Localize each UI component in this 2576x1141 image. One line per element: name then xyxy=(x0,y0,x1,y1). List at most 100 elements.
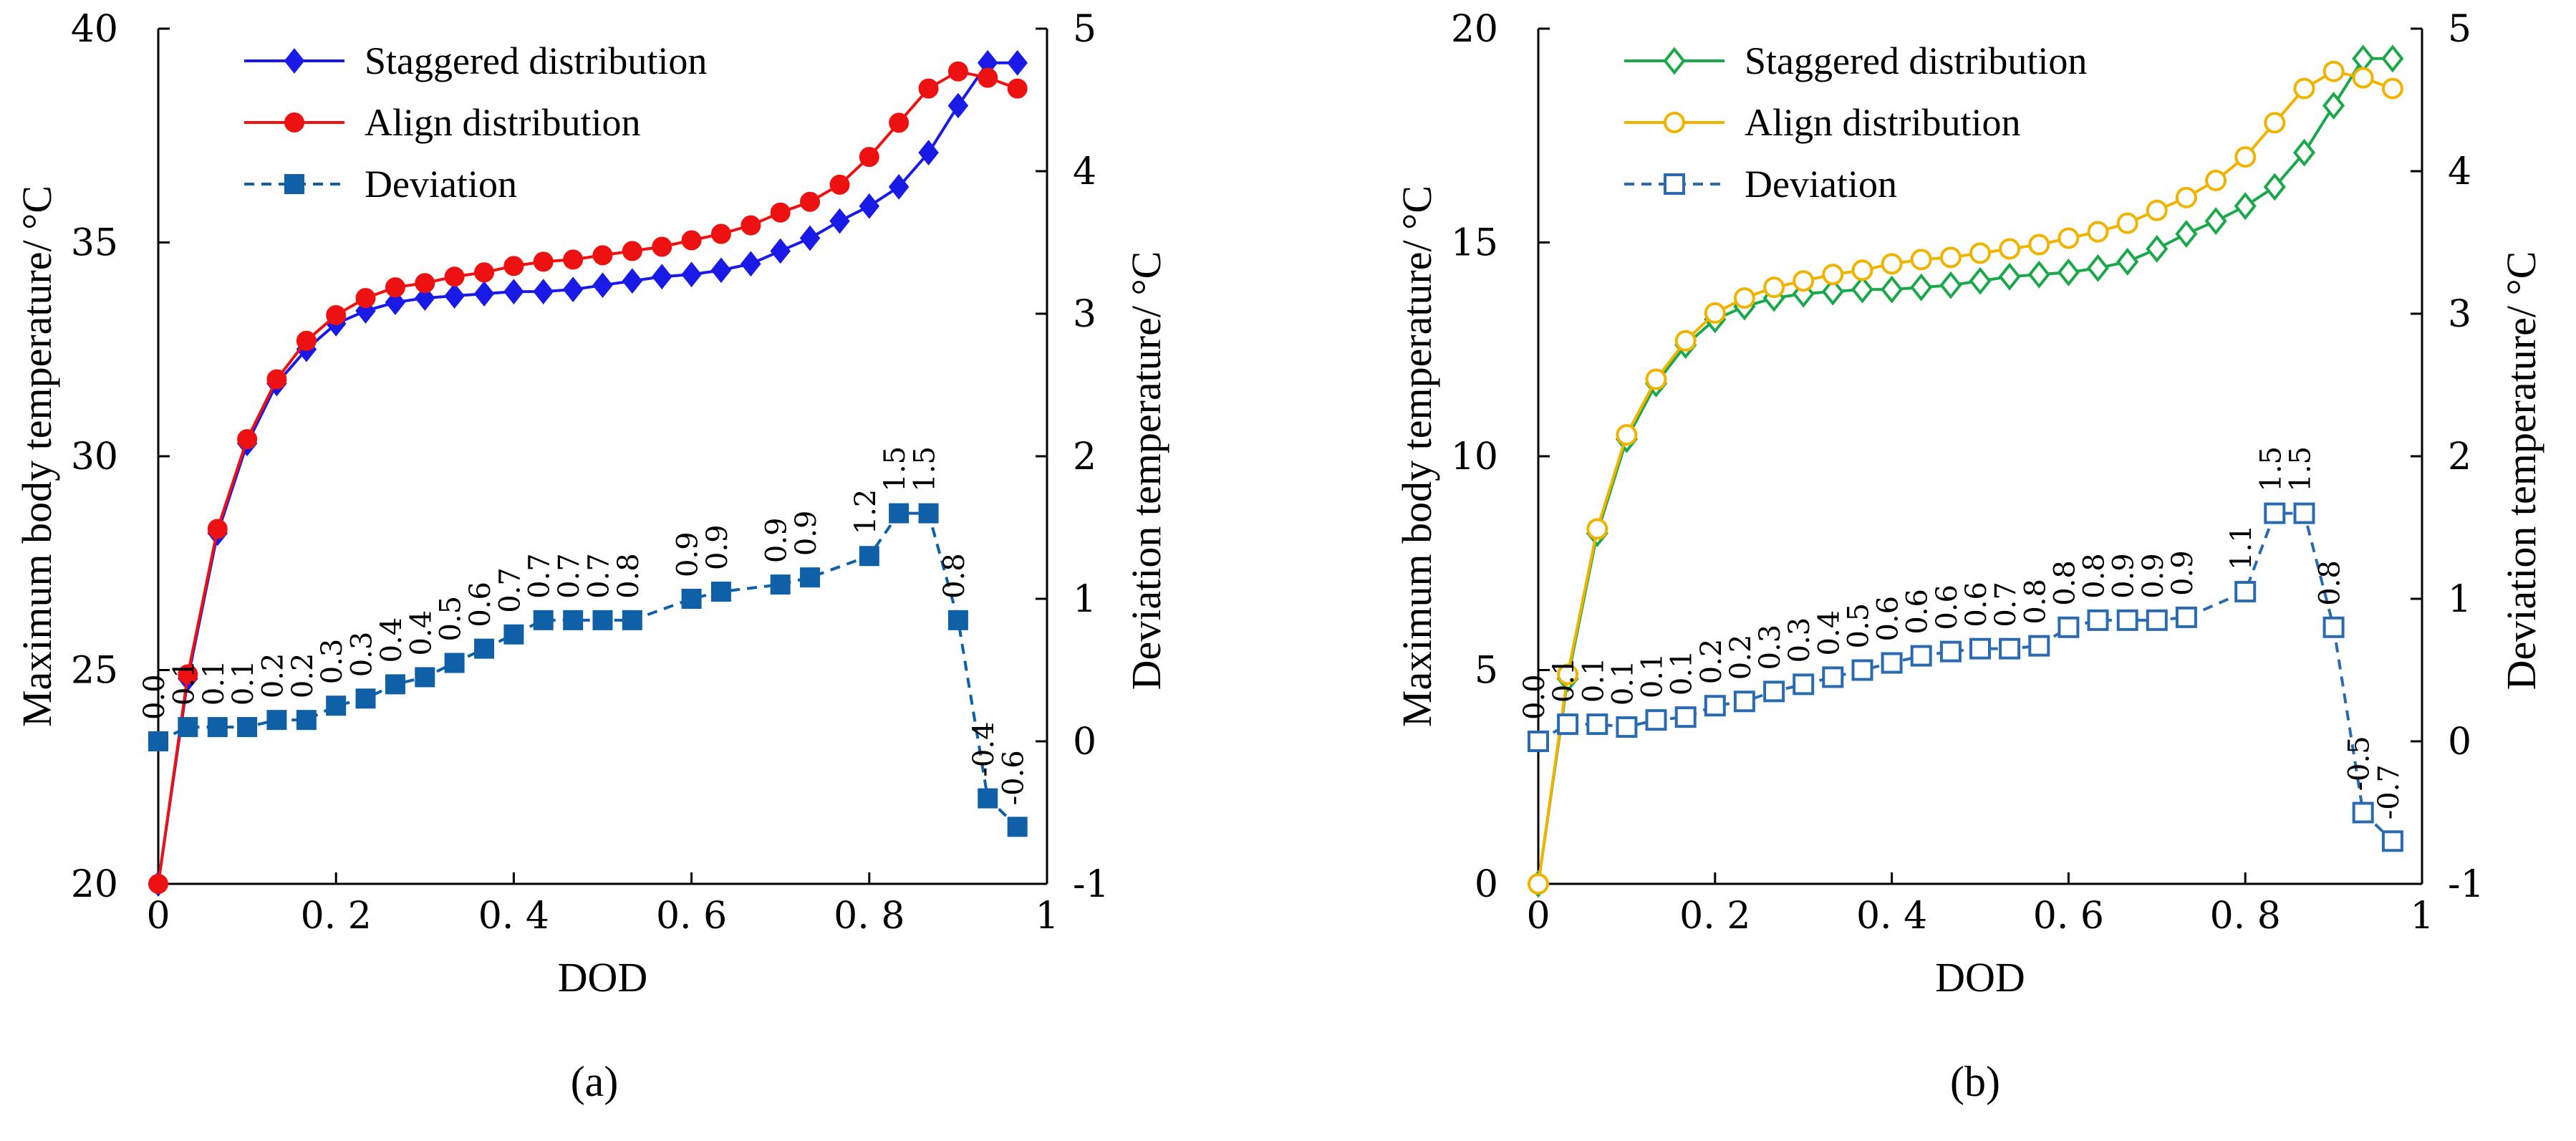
data-point xyxy=(1969,242,1991,264)
y-axis-right-title: Deviation temperature/ °C xyxy=(1123,251,1169,690)
y-right-tick-label: 1 xyxy=(1073,578,1096,621)
data-label: 0.3 xyxy=(1754,625,1787,670)
data-point xyxy=(1674,329,1697,352)
data-point xyxy=(2027,260,2050,289)
data-point xyxy=(2234,146,2257,168)
data-point xyxy=(148,874,168,894)
legend: Staggered distribution Align distribution… xyxy=(1624,39,2087,206)
x-tick-label: 0. 6 xyxy=(2033,895,2104,938)
data-label: 0.8 xyxy=(2314,560,2347,606)
data-point xyxy=(770,202,791,223)
data-label: 0.1 xyxy=(168,660,201,706)
data-point xyxy=(947,92,969,119)
y-left-tick-label: 25 xyxy=(71,650,118,693)
data-point xyxy=(622,241,642,261)
legend-label: Deviation xyxy=(365,163,517,206)
data-point xyxy=(1733,690,1755,713)
data-point xyxy=(888,174,910,200)
data-point xyxy=(2204,207,2227,236)
y-left-tick-label: 40 xyxy=(71,8,118,51)
data-label: 0.5 xyxy=(1843,603,1876,649)
data-point xyxy=(266,369,287,390)
data-label: 0.1 xyxy=(1577,657,1610,703)
data-point xyxy=(503,624,524,645)
data-point xyxy=(592,272,613,299)
data-point xyxy=(1528,873,1549,895)
data-point xyxy=(2292,138,2316,167)
data-point xyxy=(1821,277,1844,306)
data-label: 0.2 xyxy=(1695,639,1728,685)
data-point xyxy=(385,289,406,315)
legend-marker xyxy=(1664,173,1685,195)
data-label: 0.7 xyxy=(1989,582,2022,627)
data-point xyxy=(1969,637,1991,660)
legend-marker xyxy=(284,112,304,133)
data-point xyxy=(2293,502,2315,524)
data-point xyxy=(1910,249,1932,271)
data-label: 0.9 xyxy=(2166,550,2199,596)
data-point xyxy=(473,281,495,307)
data-label: 0.1 xyxy=(1548,657,1581,703)
data-point xyxy=(1733,287,1755,309)
data-point xyxy=(1007,78,1028,99)
data-label: 0.3 xyxy=(316,639,349,685)
data-point xyxy=(1645,368,1667,390)
legend-marker xyxy=(284,48,305,74)
y-axis-left-title: Maximum body temperature/ °C xyxy=(14,186,60,727)
data-point xyxy=(859,546,879,567)
y-axis-left-title: Maximum body temperature/ °C xyxy=(1394,186,1440,727)
y-right-tick-label: -1 xyxy=(2448,863,2484,906)
data-point xyxy=(1999,637,2021,660)
x-tick-label: 0. 8 xyxy=(834,895,905,938)
data-label: 0.6 xyxy=(1960,582,1993,627)
y-right-tick-label: 2 xyxy=(2448,435,2471,478)
data-point xyxy=(444,283,465,309)
y-axis-right-title: Deviation temperature/ °C xyxy=(2498,251,2544,690)
data-point xyxy=(326,695,347,716)
data-label: 1.2 xyxy=(849,489,882,535)
data-point xyxy=(474,638,495,659)
chart-panel-a: 0 0. 2 0. 4 0. 6 0. 8 1 20 25 30 35 40 -1 0 1 2 3 4 5 DOD M… xyxy=(14,8,1169,1105)
data-point xyxy=(741,251,761,277)
data-label: 0.4 xyxy=(1813,610,1846,656)
data-point xyxy=(2057,258,2080,287)
data-point xyxy=(1998,262,2021,291)
data-point xyxy=(800,191,821,212)
data-point xyxy=(207,519,228,539)
legend-label: Staggered distribution xyxy=(365,39,707,82)
data-point xyxy=(237,429,258,450)
data-point xyxy=(622,610,642,630)
data-label: -0.6 xyxy=(998,750,1031,805)
data-point xyxy=(2116,247,2139,276)
data-label: 0.9 xyxy=(790,511,823,557)
data-label: 0.2 xyxy=(1724,635,1757,680)
data-point xyxy=(503,279,524,305)
data-point xyxy=(2263,173,2286,201)
chart-panel-b: 0 0. 2 0. 4 0. 6 0. 8 105101520-1012345DODMax… xyxy=(1394,8,2544,1105)
data-point xyxy=(1674,706,1697,728)
data-point xyxy=(207,717,228,738)
data-point xyxy=(2234,581,2257,603)
legend-marker xyxy=(284,174,304,194)
data-label: -0.4 xyxy=(968,721,1000,776)
data-point xyxy=(1616,716,1638,738)
data-point xyxy=(2234,192,2257,221)
data-point xyxy=(2116,212,2138,234)
data-point xyxy=(651,264,672,290)
data-point xyxy=(1557,663,1579,685)
data-point xyxy=(829,208,850,234)
data-point xyxy=(918,503,939,524)
data-label: 0.3 xyxy=(1783,617,1816,663)
data-point xyxy=(1763,680,1785,703)
data-label: 0.6 xyxy=(464,582,497,627)
data-point xyxy=(829,174,850,195)
y-left-tick-label: 20 xyxy=(1451,8,1498,51)
data-point xyxy=(533,279,554,305)
data-label: 0.4 xyxy=(375,617,408,663)
data-point xyxy=(2175,606,2197,628)
x-tick-label: 0. 4 xyxy=(478,895,549,938)
data-point xyxy=(2175,186,2197,208)
legend-marker xyxy=(1663,47,1686,75)
data-point xyxy=(741,215,761,236)
x-tick-label: 0. 6 xyxy=(656,895,727,938)
